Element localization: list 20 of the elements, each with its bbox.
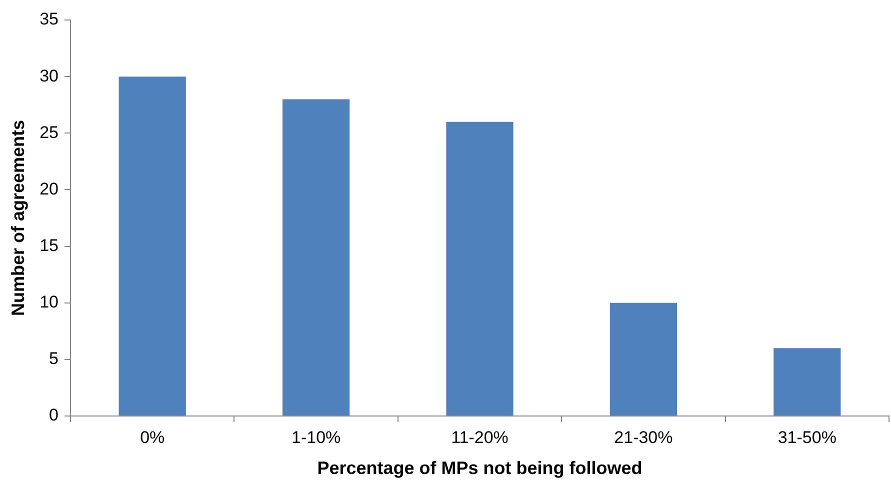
x-tick-label: 0%	[140, 428, 165, 447]
y-tick-label: 0	[49, 406, 59, 425]
y-tick-label: 35	[40, 10, 59, 29]
bar	[774, 348, 841, 416]
y-tick-label: 30	[40, 66, 59, 86]
y-tick-label: 5	[49, 349, 59, 368]
bar	[446, 122, 514, 416]
x-axis-title: Percentage of MPs not being followed	[317, 458, 642, 478]
x-tick-label: 11-20%	[451, 428, 508, 447]
y-tick-label: 20	[40, 179, 59, 198]
y-tick-label: 25	[40, 122, 59, 142]
x-tick-label: 31-50%	[778, 428, 836, 447]
x-tick-label: 21-30%	[614, 428, 673, 447]
y-tick-label: 10	[40, 292, 59, 312]
y-tick-label: 15	[40, 236, 59, 255]
x-tick-label: 1-10%	[291, 428, 341, 447]
bar	[118, 76, 186, 416]
bar	[282, 99, 350, 416]
bar	[610, 302, 678, 416]
y-axis-title: Number of agreements	[8, 120, 28, 316]
